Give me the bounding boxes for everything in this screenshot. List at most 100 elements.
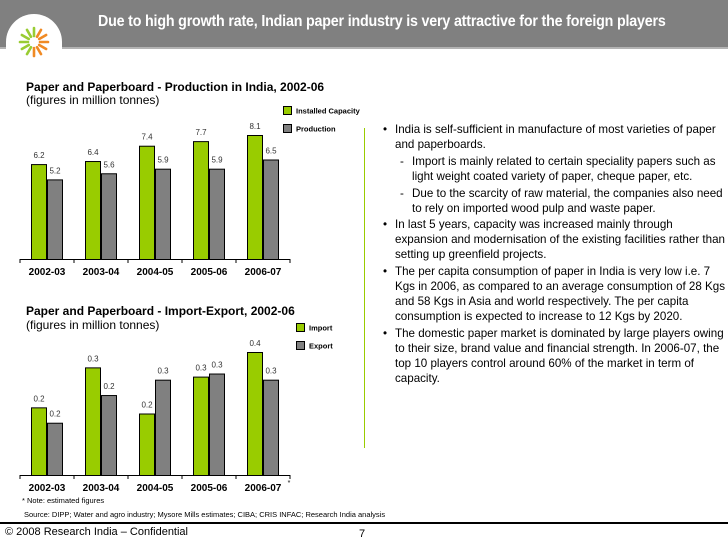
bullet-text: India is self-sufficient in manufacture … bbox=[395, 123, 716, 151]
data-label: 0.3 bbox=[157, 367, 169, 376]
data-label: 0.2 bbox=[141, 401, 153, 410]
bullet-glyph: • bbox=[383, 326, 388, 340]
production-chart-title: Paper and Paperboard - Production in Ind… bbox=[26, 80, 325, 94]
export-bar bbox=[263, 379, 279, 476]
production-bar bbox=[101, 173, 117, 260]
footer-divider bbox=[0, 522, 728, 524]
logo-ray bbox=[25, 45, 33, 56]
capacity-bar bbox=[247, 135, 263, 260]
bullet-glyph: • bbox=[383, 123, 388, 136]
import-export-chart-subtitle: (figures in million tonnes) bbox=[26, 318, 160, 332]
sun-logo-icon bbox=[18, 26, 50, 58]
header-underline bbox=[0, 47, 728, 49]
data-label: 0.4 bbox=[249, 339, 261, 348]
import-bar bbox=[193, 376, 209, 477]
footnote-estimated: * Note: estimated figures bbox=[22, 496, 105, 505]
logo-ray bbox=[35, 28, 43, 39]
production-chart-subtitle: (figures in million tonnes) bbox=[26, 93, 160, 107]
production-bar bbox=[209, 168, 225, 260]
production-bar bbox=[263, 159, 279, 260]
logo-ray bbox=[20, 33, 31, 41]
capacity-bar bbox=[139, 145, 155, 260]
sub-bullet-glyph: - bbox=[400, 186, 404, 200]
section-divider bbox=[364, 128, 365, 448]
page-number: 7 bbox=[359, 528, 366, 540]
data-label: 0.3 bbox=[195, 364, 207, 373]
page-title: Due to high growth rate, Indian paper in… bbox=[98, 13, 666, 30]
header-bar bbox=[0, 0, 728, 47]
data-label: 0.3 bbox=[87, 354, 99, 363]
data-label: 0.2 bbox=[33, 394, 45, 403]
data-label: 6.2 bbox=[33, 151, 45, 160]
legend-swatch bbox=[283, 124, 292, 133]
import-bar bbox=[85, 367, 101, 476]
sub-bullet-glyph: - bbox=[400, 154, 404, 168]
data-label: 0.2 bbox=[103, 382, 115, 391]
import-bar bbox=[31, 407, 47, 477]
x-tick-label: 2005-06 bbox=[191, 483, 228, 494]
data-label: 5.6 bbox=[103, 160, 115, 169]
estimate-marker: * bbox=[288, 480, 291, 487]
bullet-item: • The domestic paper market is dominated … bbox=[383, 327, 728, 387]
bullet-item: • In last 5 years, capacity was increased… bbox=[383, 218, 728, 263]
logo-ray bbox=[35, 45, 43, 56]
data-label: 5.9 bbox=[157, 156, 169, 165]
logo-ray bbox=[25, 28, 33, 39]
capacity-bar bbox=[31, 164, 47, 261]
logo-ray bbox=[20, 43, 31, 51]
bullet-item: • India is self-sufficient in manufacture… bbox=[383, 123, 728, 153]
export-bar bbox=[155, 379, 171, 476]
x-tick-label: 2003-04 bbox=[83, 267, 120, 278]
import-bar bbox=[247, 352, 263, 476]
x-tick-label: 2002-03 bbox=[29, 483, 66, 494]
key-points-list: • India is self-sufficient in manufacture… bbox=[383, 123, 728, 388]
data-label: 0.3 bbox=[265, 367, 277, 376]
logo-ray bbox=[37, 33, 48, 41]
legend-swatch bbox=[283, 106, 292, 115]
data-label: 0.3 bbox=[211, 361, 223, 370]
legend-swatch bbox=[296, 341, 305, 350]
x-tick-label: 2005-06 bbox=[191, 267, 228, 278]
data-label: 5.2 bbox=[49, 166, 61, 175]
production-bar bbox=[47, 179, 63, 260]
capacity-bar bbox=[85, 161, 101, 260]
bullet-text: The per capita consumption of paper in I… bbox=[395, 265, 725, 323]
bullet-glyph: • bbox=[383, 218, 388, 232]
data-label: 7.7 bbox=[195, 128, 207, 137]
legend-label: Installed Capacity bbox=[296, 107, 361, 116]
source-note: Source: DIPP; Water and agro industry; M… bbox=[24, 510, 386, 519]
sub-bullet-item: - Import is mainly related to certain spe… bbox=[383, 155, 728, 185]
logo-ray bbox=[37, 43, 48, 51]
data-label: 6.5 bbox=[265, 146, 277, 155]
import-bar bbox=[139, 413, 155, 476]
export-bar bbox=[209, 373, 225, 476]
production-bar bbox=[155, 168, 171, 260]
bullet-item: • The per capita consumption of paper in … bbox=[383, 265, 728, 325]
bullet-text: In last 5 years, capacity was increased … bbox=[395, 218, 725, 262]
data-label: 8.1 bbox=[249, 122, 261, 131]
legend-label: Import bbox=[309, 324, 333, 333]
x-tick-label: 2004-05 bbox=[137, 267, 174, 278]
x-tick-label: 2004-05 bbox=[137, 483, 174, 494]
bullet-text: The domestic paper market is dominated b… bbox=[395, 326, 724, 385]
capacity-bar bbox=[193, 141, 209, 260]
import-export-chart-title: Paper and Paperboard - Import-Export, 20… bbox=[26, 304, 295, 318]
legend-swatch bbox=[296, 323, 305, 332]
export-bar bbox=[47, 422, 63, 477]
data-label: 0.2 bbox=[49, 410, 61, 419]
data-label: 6.4 bbox=[87, 148, 99, 157]
sub-bullet-text: Due to the scarcity of raw material, the… bbox=[412, 186, 723, 215]
sub-bullet-item: - Due to the scarcity of raw material, th… bbox=[383, 187, 728, 217]
legend-label: Export bbox=[309, 342, 333, 351]
sub-bullet-text: Import is mainly related to certain spec… bbox=[412, 154, 716, 183]
legend-label: Production bbox=[296, 125, 336, 134]
data-label: 5.9 bbox=[211, 156, 223, 165]
x-tick-label: 2006-07 bbox=[245, 483, 282, 494]
x-tick-label: 2006-07 bbox=[245, 267, 282, 278]
export-bar bbox=[101, 395, 117, 476]
copyright: © 2008 Research India – Confidential bbox=[5, 526, 188, 538]
x-tick-label: 2002-03 bbox=[29, 267, 66, 278]
data-label: 7.4 bbox=[141, 133, 153, 142]
